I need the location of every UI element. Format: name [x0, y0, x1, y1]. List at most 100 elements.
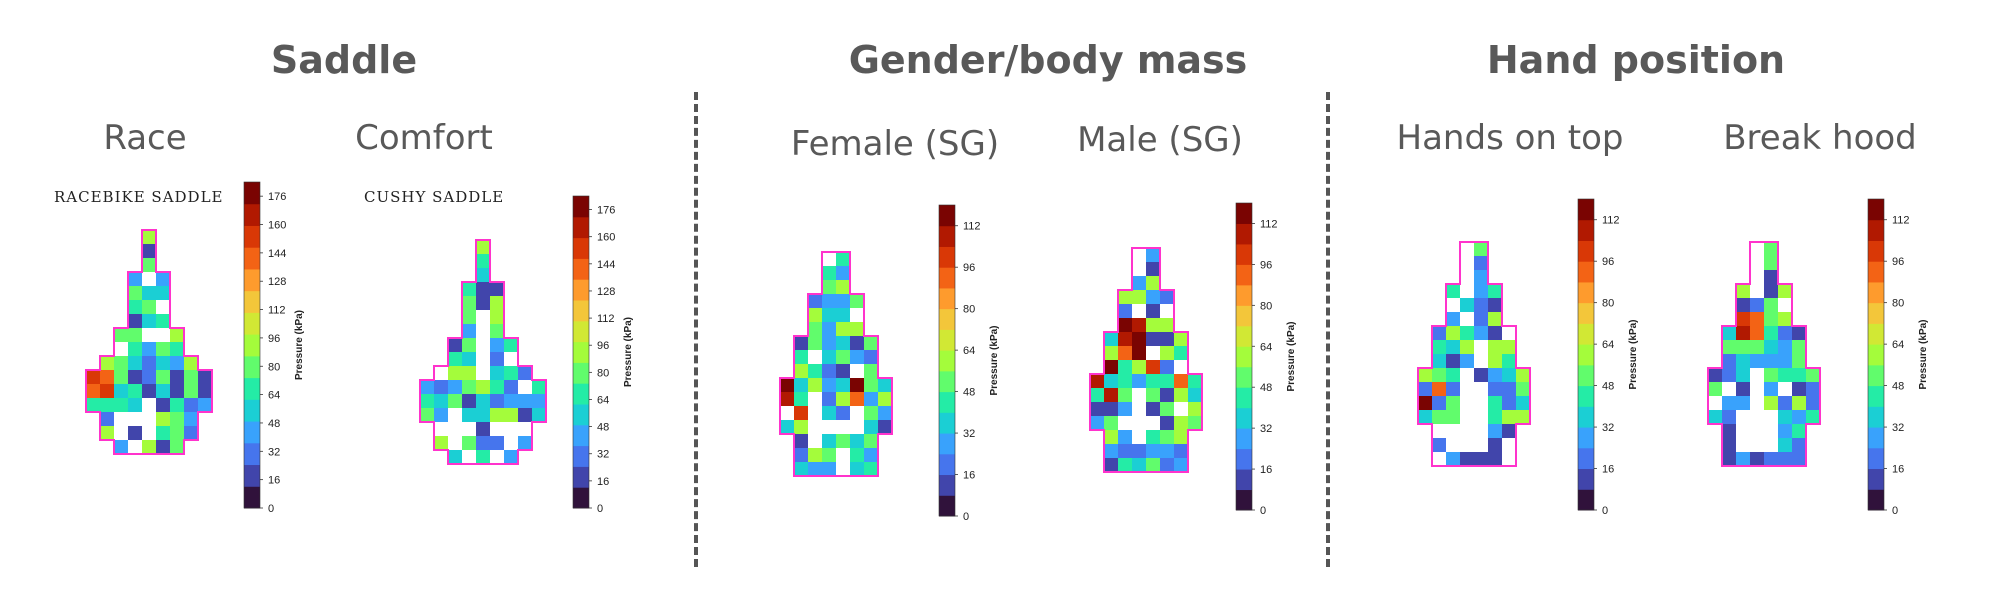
pressure-cell	[490, 352, 504, 366]
pressure-cell	[1460, 242, 1474, 256]
pressure-cell	[850, 434, 864, 448]
pressure-cell	[1146, 290, 1160, 304]
colorbar-segment	[1578, 261, 1594, 283]
pressure-cell	[808, 420, 822, 434]
colorbar-tick-label: 48	[1892, 381, 1904, 393]
pressure-cell	[822, 462, 836, 476]
pressure-cell	[1488, 438, 1502, 452]
colorbar-tick-label: 176	[268, 191, 286, 203]
pressure-cell	[1132, 444, 1146, 458]
pressure-cell	[850, 350, 864, 364]
pressure-cell	[1090, 402, 1104, 416]
pressure-cell	[476, 422, 490, 436]
colorbar-tick-label: 96	[963, 262, 975, 274]
pressure-cell	[434, 408, 448, 422]
pressure-cell	[1722, 424, 1736, 438]
pressure-cell	[448, 408, 462, 422]
pressure-cell	[434, 394, 448, 408]
pressure-cell	[490, 436, 504, 450]
pressure-cell	[1146, 416, 1160, 430]
colorbar-segment	[1236, 223, 1252, 245]
pressure-cell	[1460, 270, 1474, 284]
colorbar-segment	[939, 308, 955, 330]
pressure-cell	[184, 370, 198, 384]
pressure-cell	[1146, 318, 1160, 332]
pressure-cell	[808, 294, 822, 308]
pressure-cell	[1502, 340, 1516, 354]
colorbar-segment	[1236, 325, 1252, 347]
colorbar-segment	[939, 350, 955, 372]
pressure-cell	[1460, 424, 1474, 438]
pressure-cell	[434, 380, 448, 394]
colorbar-tick-label: 0	[268, 503, 274, 515]
pressure-cell	[836, 350, 850, 364]
pressure-cell	[142, 440, 156, 454]
saddle-outline	[1089, 247, 1203, 473]
pressure-cell	[434, 436, 448, 450]
pressure-cell	[1118, 388, 1132, 402]
pressure-cell	[1488, 382, 1502, 396]
pressure-cell	[114, 342, 128, 356]
pressure-cell	[114, 440, 128, 454]
pressure-cell	[1118, 402, 1132, 416]
colorbar-segment	[1868, 344, 1884, 366]
pressure-map-5	[1707, 241, 1821, 467]
pressure-cell	[1104, 430, 1118, 444]
pressure-cell	[1418, 396, 1432, 410]
pressure-cell	[1132, 374, 1146, 388]
pressure-cell	[1460, 340, 1474, 354]
pressure-cell	[1764, 396, 1778, 410]
colorbar-4: 0 16 32 48 64 80 96 112 Pressure (kPa)	[1577, 198, 1639, 517]
pressure-cell	[156, 384, 170, 398]
pressure-cell	[1418, 368, 1432, 382]
pressure-cell	[504, 422, 518, 436]
colorbar-tick-label: 64	[1602, 339, 1614, 351]
pressure-cell	[864, 350, 878, 364]
pressure-cell	[1118, 304, 1132, 318]
pressure-cell	[1118, 430, 1132, 444]
pressure-cell	[504, 394, 518, 408]
pressure-cell	[184, 384, 198, 398]
pressure-cell	[1502, 326, 1516, 340]
pressure-cell	[100, 370, 114, 384]
pressure-cell	[1722, 326, 1736, 340]
pressure-cell	[822, 252, 836, 266]
pressure-cell	[1132, 430, 1146, 444]
pressure-cell	[1708, 410, 1722, 424]
pressure-cell	[1750, 256, 1764, 270]
pressure-cell	[1446, 396, 1460, 410]
pressure-cell	[476, 394, 490, 408]
colorbar-segment	[1578, 323, 1594, 345]
pressure-cell	[1502, 368, 1516, 382]
colorbar-tick-label: 112	[1602, 215, 1620, 227]
pressure-cell	[156, 286, 170, 300]
pressure-cell	[878, 406, 892, 420]
colorbar-segment	[244, 464, 260, 487]
pressure-cell	[1778, 298, 1792, 312]
pressure-cell	[836, 280, 850, 294]
pressure-cell	[808, 308, 822, 322]
pressure-cell	[462, 282, 476, 296]
saddle-name-comfort: CUSHY SADDLE	[364, 188, 505, 206]
colorbar-tick-label: 176	[597, 205, 615, 217]
pressure-cell	[1722, 368, 1736, 382]
pressure-cell	[184, 398, 198, 412]
pressure-cell	[794, 434, 808, 448]
colorbar-segment	[1868, 385, 1884, 407]
pressure-cell	[1792, 368, 1806, 382]
pressure-cell	[1446, 298, 1460, 312]
pressure-cell	[1502, 410, 1516, 424]
pressure-cell	[1778, 312, 1792, 326]
pressure-cell	[114, 426, 128, 440]
pressure-cell	[808, 406, 822, 420]
saddle-name-race: RACEBIKE SADDLE	[54, 188, 224, 206]
pressure-cell	[504, 366, 518, 380]
pressure-cell	[864, 420, 878, 434]
pressure-cell	[1146, 346, 1160, 360]
pressure-cell	[1722, 452, 1736, 466]
pressure-cell	[850, 420, 864, 434]
colorbar-tick-label: 32	[1892, 422, 1904, 434]
pressure-cell	[808, 364, 822, 378]
pressure-cell	[1132, 304, 1146, 318]
